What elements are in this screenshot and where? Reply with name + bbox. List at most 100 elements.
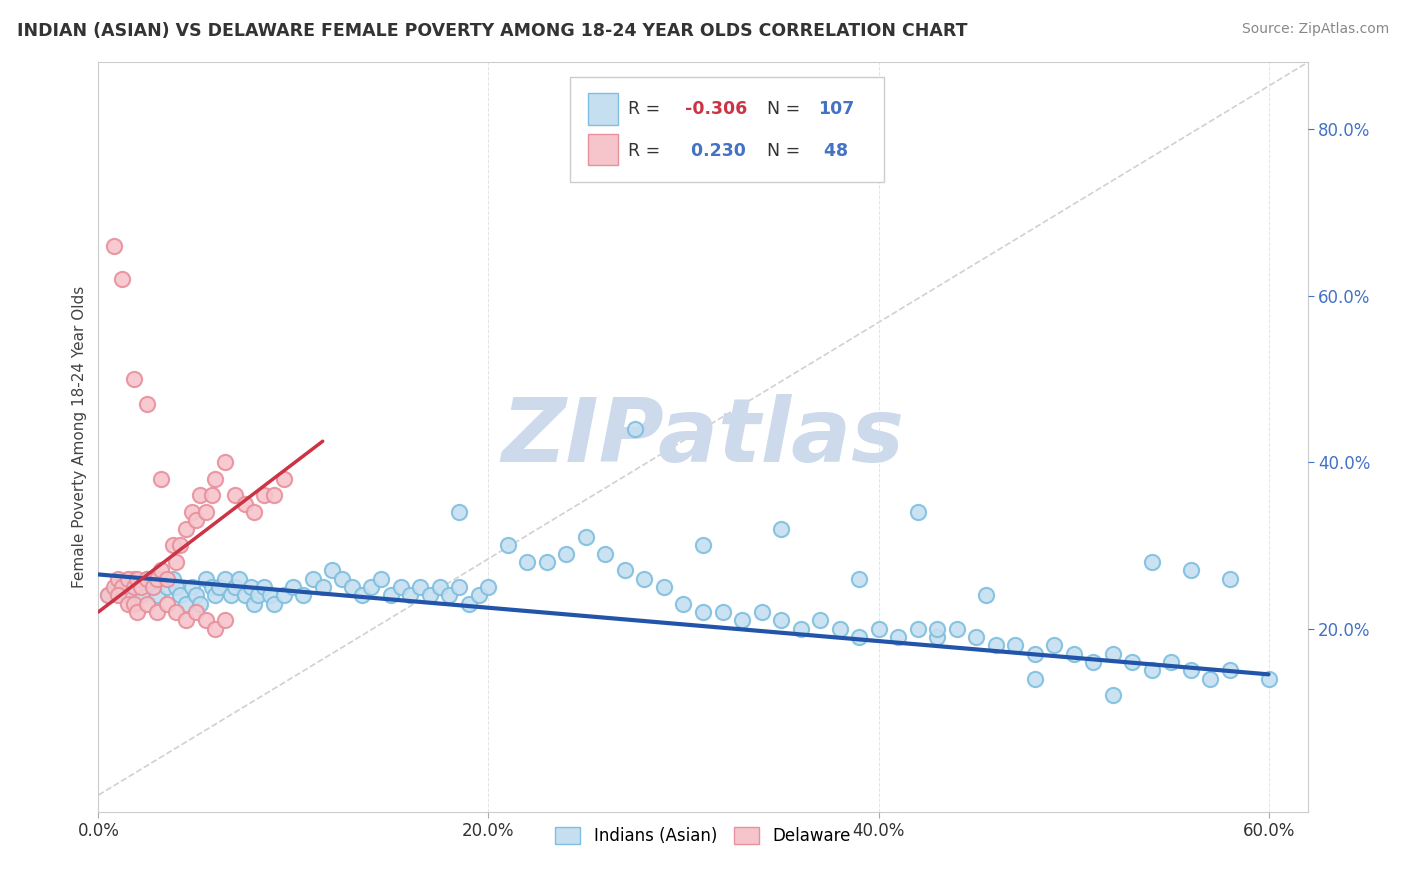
Point	[131, 588, 153, 602]
Point	[149, 472, 172, 486]
Point	[370, 572, 392, 586]
Point	[769, 522, 792, 536]
Point	[350, 588, 373, 602]
Point	[555, 547, 578, 561]
Point	[467, 588, 489, 602]
Point	[224, 580, 246, 594]
Text: N =: N =	[768, 100, 800, 118]
Point	[142, 580, 165, 594]
Point	[458, 597, 481, 611]
Point	[595, 547, 617, 561]
Point	[1121, 655, 1143, 669]
Point	[169, 538, 191, 552]
Point	[1043, 638, 1066, 652]
Point	[1063, 647, 1085, 661]
Point	[789, 622, 811, 636]
Point	[1160, 655, 1182, 669]
Point	[1199, 672, 1222, 686]
Point	[188, 597, 211, 611]
Point	[97, 588, 120, 602]
Point	[181, 580, 204, 594]
Point	[808, 613, 831, 627]
Point	[188, 488, 211, 502]
Point	[122, 597, 145, 611]
Point	[575, 530, 598, 544]
Point	[136, 397, 159, 411]
Point	[283, 580, 305, 594]
Point	[263, 597, 285, 611]
Point	[142, 580, 165, 594]
Y-axis label: Female Poverty Among 18-24 Year Olds: Female Poverty Among 18-24 Year Olds	[72, 286, 87, 588]
Point	[439, 588, 461, 602]
Point	[263, 488, 285, 502]
Point	[399, 588, 422, 602]
Point	[97, 588, 120, 602]
Point	[243, 505, 266, 519]
Point	[214, 613, 236, 627]
Point	[165, 605, 187, 619]
Point	[169, 588, 191, 602]
Text: INDIAN (ASIAN) VS DELAWARE FEMALE POVERTY AMONG 18-24 YEAR OLDS CORRELATION CHAR: INDIAN (ASIAN) VS DELAWARE FEMALE POVERT…	[17, 22, 967, 40]
Point	[692, 538, 714, 552]
Point	[984, 638, 1007, 652]
Point	[127, 605, 149, 619]
Point	[731, 613, 754, 627]
Point	[477, 580, 499, 594]
Point	[149, 563, 172, 577]
Text: ZIPatlas: ZIPatlas	[502, 393, 904, 481]
Point	[965, 630, 987, 644]
Point	[239, 580, 262, 594]
Point	[907, 622, 929, 636]
Point	[614, 563, 637, 577]
Point	[1004, 638, 1026, 652]
Point	[165, 555, 187, 569]
Text: Source: ZipAtlas.com: Source: ZipAtlas.com	[1241, 22, 1389, 37]
Point	[623, 422, 645, 436]
Point	[174, 522, 197, 536]
Point	[184, 605, 207, 619]
Point	[156, 580, 179, 594]
Point	[174, 613, 197, 627]
Point	[146, 588, 169, 602]
Point	[107, 580, 129, 594]
Point	[1101, 647, 1123, 661]
Point	[127, 572, 149, 586]
Point	[1219, 572, 1241, 586]
Point	[107, 588, 129, 602]
Point	[925, 622, 948, 636]
Point	[1101, 688, 1123, 702]
Point	[419, 588, 441, 602]
Point	[273, 588, 295, 602]
Point	[633, 572, 655, 586]
Point	[194, 505, 217, 519]
Point	[1140, 663, 1163, 677]
Point	[1180, 563, 1202, 577]
Point	[848, 630, 870, 644]
Point	[146, 572, 169, 586]
Point	[111, 272, 134, 286]
Text: N =: N =	[768, 142, 800, 160]
Point	[136, 572, 159, 586]
Point	[312, 580, 335, 594]
Point	[1140, 555, 1163, 569]
Point	[1257, 672, 1279, 686]
Point	[117, 572, 139, 586]
Point	[751, 605, 773, 619]
Point	[449, 580, 471, 594]
Point	[149, 572, 172, 586]
Point	[1024, 672, 1046, 686]
Point	[848, 572, 870, 586]
Point	[1180, 663, 1202, 677]
Point	[146, 605, 169, 619]
Point	[200, 488, 222, 502]
Point	[233, 497, 256, 511]
Point	[409, 580, 432, 594]
FancyBboxPatch shape	[588, 134, 619, 165]
Point	[496, 538, 519, 552]
Point	[389, 580, 412, 594]
Point	[162, 538, 184, 552]
Point	[907, 505, 929, 519]
Point	[224, 488, 246, 502]
Point	[122, 572, 145, 586]
Text: R =: R =	[628, 142, 661, 160]
